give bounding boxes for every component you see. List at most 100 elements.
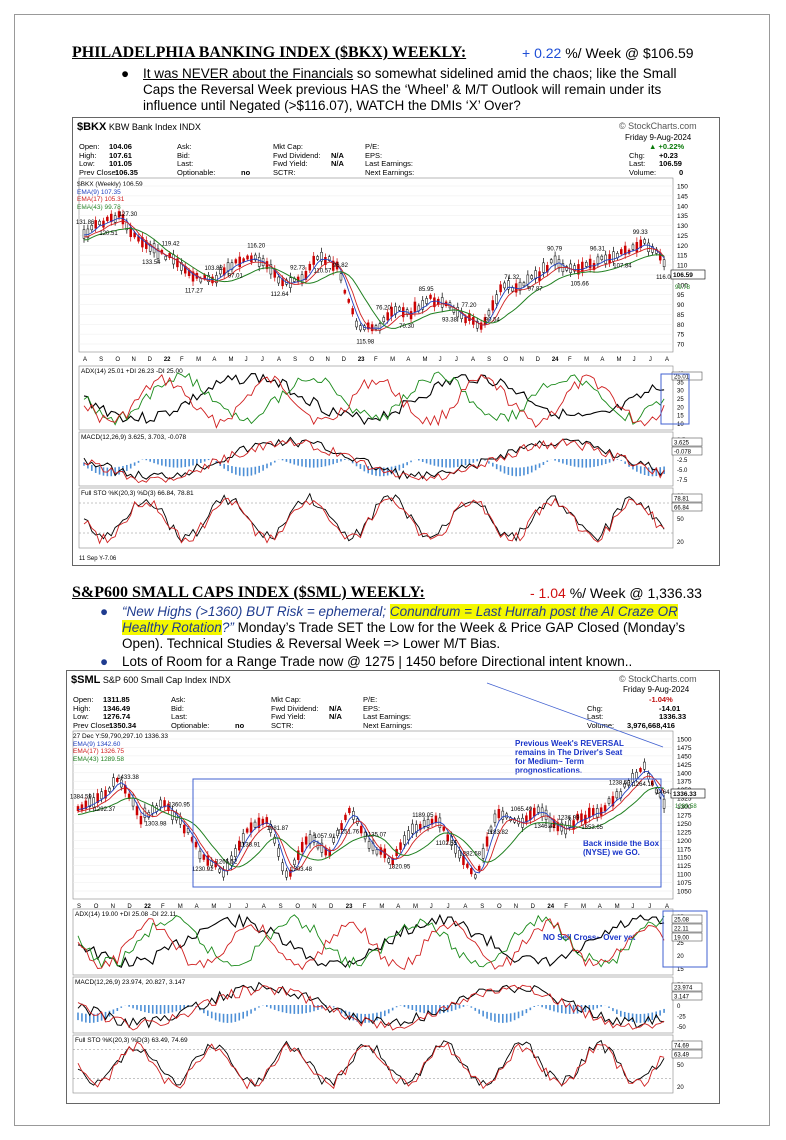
price-y-tick: 115 <box>677 253 688 260</box>
macd-histogram-bar <box>151 1005 154 1014</box>
macd-histogram-bar <box>168 459 171 468</box>
price-candle <box>572 820 575 830</box>
price-y-tick: 1475 <box>677 745 692 752</box>
price-label: 1360.95 <box>168 803 190 809</box>
macd-histogram-bar <box>110 467 113 477</box>
sml-chart-title: $SML S&P 600 Small Cap Index INDX <box>71 674 231 686</box>
macd-y-tick: 0 <box>677 1004 681 1010</box>
price-y-tick: 1275 <box>677 813 692 820</box>
bullet-dot: ● <box>100 654 109 669</box>
x-axis-tick: M <box>581 904 586 910</box>
macd-histogram-bar <box>554 459 556 461</box>
sto-line-0 <box>83 492 665 543</box>
price-candle <box>96 793 99 803</box>
price-candle <box>191 271 195 282</box>
bkx-chart-canvas: 1501451401351301251201151101051009590858… <box>76 177 706 562</box>
macd-histogram-bar <box>421 459 424 462</box>
sml-annotation-reversal: Previous Week's REVERSAL remains in The … <box>515 739 624 775</box>
price-label: 115.98 <box>356 340 375 346</box>
price-candle <box>507 280 510 290</box>
price-label: 103.82 <box>204 266 223 272</box>
adx-y-tick: 25 <box>677 941 684 947</box>
macd-histogram-bar <box>215 461 218 464</box>
price-y-tick: 70 <box>677 342 685 349</box>
price-label: 77.20 <box>461 303 477 309</box>
macd-histogram-bar <box>651 467 654 477</box>
sml-legend-ema9: EMA(9) 1342.60 <box>73 740 121 748</box>
sto-panel-frame <box>72 1034 674 1094</box>
x-axis-tick: M <box>615 904 620 910</box>
x-axis-tick: F <box>161 904 165 910</box>
price-candle <box>604 254 607 264</box>
price-candle <box>588 258 592 269</box>
macd-histogram-bar <box>580 1005 583 1013</box>
price-candle <box>553 255 557 266</box>
macd-histogram-bar <box>254 1007 256 1011</box>
macd-histogram-bar <box>218 1013 221 1022</box>
sml-quote-right: Mkt Cap: Fwd Dividend: N/A Fwd Yield: N/A … <box>271 695 342 730</box>
price-candle <box>421 300 424 310</box>
price-candle <box>491 300 495 311</box>
section2-change: - 1.04 %/ Week @ 1,336.33 <box>530 585 702 601</box>
price-candle <box>249 822 253 833</box>
macd-histogram-bar <box>562 459 564 464</box>
price-candle <box>277 276 280 284</box>
macd-histogram-bar <box>120 1006 123 1008</box>
x-axis-tick: J <box>245 357 248 363</box>
price-candle <box>210 859 213 866</box>
price-candle <box>246 255 249 260</box>
price-candle <box>442 826 446 831</box>
price-candle <box>631 773 634 783</box>
macd-histogram-bar <box>250 1009 252 1014</box>
sto-value-tag-box <box>671 1049 703 1059</box>
sml-symbol: $SML <box>71 674 101 686</box>
macd-histogram-bar <box>98 466 101 475</box>
sto-value-tag: 78.81 <box>674 497 690 503</box>
macd-histogram-bar <box>347 459 350 461</box>
x-axis-tick: F <box>374 357 378 363</box>
macd-histogram-bar <box>585 459 588 468</box>
macd-histogram-bar <box>363 465 366 472</box>
macd-histogram-bar <box>171 1005 174 1013</box>
price-candle <box>549 259 553 264</box>
price-candle <box>332 837 335 843</box>
ema17-line <box>83 220 665 331</box>
price-candle <box>654 788 658 794</box>
price-candle <box>466 863 469 868</box>
macd-histogram-bar <box>584 1005 587 1013</box>
bkx-exchange: INDX <box>179 122 201 132</box>
adx-value-tag: 25.01 <box>674 375 690 381</box>
price-y-tick: 95 <box>677 292 685 299</box>
price-candle <box>611 796 615 807</box>
price-candle <box>257 817 261 829</box>
price-y-tick: 130 <box>677 223 688 230</box>
macd-histogram-bar <box>513 1012 516 1021</box>
price-candle <box>620 249 623 255</box>
macd-histogram-bar <box>324 459 327 467</box>
macd-histogram-bar <box>293 1005 296 1014</box>
x-axis-tick: S <box>77 904 81 910</box>
macd-histogram-bar <box>572 1005 575 1014</box>
macd-y-tick: -7.5 <box>677 478 688 484</box>
macd-histogram-bar <box>133 462 136 466</box>
x-axis-tick: J <box>430 904 433 910</box>
price-candle <box>92 797 95 808</box>
macd-histogram-bar <box>313 1005 315 1012</box>
macd-histogram-bar <box>297 1005 300 1014</box>
macd-histogram-bar <box>89 1013 91 1023</box>
price-candle <box>407 830 410 841</box>
macd-histogram-bar <box>250 467 253 476</box>
macd-histogram-bar <box>100 1012 103 1021</box>
price-candle <box>588 807 591 818</box>
price-label: 105.66 <box>570 281 589 287</box>
macd-histogram-bar <box>565 459 568 465</box>
price-candle <box>458 850 461 859</box>
price-candle <box>607 798 611 804</box>
price-candle <box>86 228 90 238</box>
price-candle <box>413 301 417 312</box>
macd-histogram-bar <box>545 1005 547 1009</box>
bkx-quote-mid: Ask: Bid: Last: Optionable: no <box>177 142 251 177</box>
sto-y-tick: 50 <box>677 1063 684 1069</box>
macd-histogram-bar <box>273 460 276 463</box>
macd-histogram-bar <box>415 1005 418 1012</box>
